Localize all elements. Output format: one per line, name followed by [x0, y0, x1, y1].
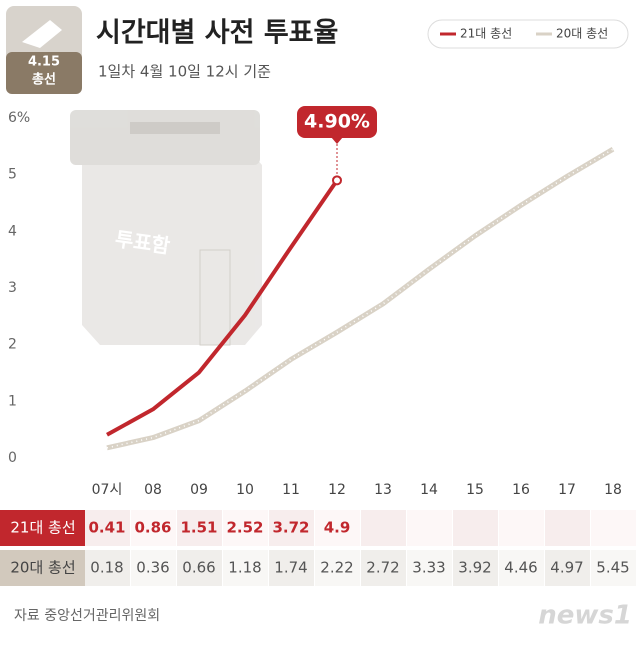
- end-point: [332, 175, 342, 186]
- series-line: [106, 147, 615, 451]
- y-tick-label: 2: [8, 337, 17, 353]
- ballot-slot: [130, 122, 220, 134]
- table-cell: [361, 550, 406, 586]
- table-value: 1.18: [228, 559, 261, 577]
- chart-title: 시간대별 사전 투표율: [96, 18, 338, 49]
- table-cell: [269, 510, 314, 546]
- table-cell: [85, 510, 130, 546]
- table-cell: [407, 510, 452, 546]
- table-value: 4.46: [504, 559, 537, 577]
- legend-box: [427, 19, 629, 49]
- table-value: 2.52: [226, 519, 263, 537]
- table-cell: [591, 550, 636, 586]
- table-cell: [315, 510, 360, 546]
- ballot-lid: [70, 110, 260, 165]
- table-value: 5.45: [596, 559, 629, 577]
- y-tick-label: 4: [8, 223, 17, 239]
- x-tick-label: 12: [328, 482, 346, 498]
- x-tick-label: 08: [144, 482, 162, 498]
- table-value: 0.66: [182, 559, 215, 577]
- y-tick-label: 6%: [8, 110, 30, 126]
- table-value: 2.22: [320, 559, 353, 577]
- legend-label: 21대 총선: [460, 27, 512, 41]
- ballot-door: [199, 249, 231, 346]
- table-row-label: 20대 총선: [10, 559, 75, 577]
- x-tick-label: 07시: [92, 482, 123, 498]
- badge-text: 총선: [32, 72, 56, 88]
- ballot-box: [82, 145, 262, 345]
- table-cell: [361, 510, 406, 546]
- x-tick-label: 14: [420, 482, 438, 498]
- table-value: 0.41: [88, 519, 125, 537]
- x-tick-label: 11: [282, 482, 300, 498]
- table-cell: [453, 550, 498, 586]
- x-tick-label: 18: [604, 482, 622, 498]
- x-tick-label: 13: [374, 482, 392, 498]
- illustration: 투표함: [70, 110, 262, 346]
- table-value: 4.97: [550, 559, 583, 577]
- x-tick-label: 16: [512, 482, 530, 498]
- y-tick-label: 0: [8, 450, 17, 466]
- table-value: 2.72: [366, 559, 399, 577]
- table-value: 1.51: [180, 519, 217, 537]
- table-row-label-bg: [0, 550, 86, 586]
- table-cell: [545, 510, 590, 546]
- annotation-box: [297, 106, 377, 138]
- table-cell: [499, 550, 544, 586]
- table-cell: [269, 550, 314, 586]
- badge: 4.15 총선: [6, 6, 82, 94]
- table-cell: [545, 550, 590, 586]
- x-tick-label: 17: [558, 482, 576, 498]
- table-cell: [177, 550, 222, 586]
- table-cell: [407, 550, 452, 586]
- table-value: 0.18: [90, 559, 123, 577]
- table-cell: [453, 510, 498, 546]
- series-line: [106, 179, 339, 437]
- y-tick-label: 3: [8, 280, 17, 296]
- table-value: 0.36: [136, 559, 169, 577]
- table-cell: [499, 510, 544, 546]
- table-value: 3.33: [412, 559, 445, 577]
- table-value: 3.92: [458, 559, 491, 577]
- table-cell: [315, 550, 360, 586]
- x-tick-label: 15: [466, 482, 484, 498]
- subtitle: 1일차 4월 10일 12시 기준: [98, 63, 271, 81]
- table-cell: [177, 510, 222, 546]
- y-tick-label: 5: [8, 167, 17, 183]
- badge-text: 4.15: [28, 55, 60, 70]
- table-cell: [223, 550, 268, 586]
- table-value: 4.9: [324, 519, 351, 537]
- y-tick-label: 1: [8, 393, 17, 409]
- table-value: 0.86: [134, 519, 171, 537]
- table-value: 1.74: [274, 559, 307, 577]
- badge-icon: [22, 20, 62, 48]
- table-row-label: 21대 총선: [10, 519, 75, 537]
- table-value: 3.72: [272, 519, 309, 537]
- logo: news1: [538, 601, 632, 631]
- table-cell: [131, 550, 176, 586]
- annotation: 4.90%: [304, 111, 370, 133]
- annotation-pointer: [331, 137, 343, 144]
- table-cell: [131, 510, 176, 546]
- source: 자료 중앙선거관리위원회: [14, 608, 160, 624]
- x-tick-label: 09: [190, 482, 208, 498]
- table-cell: [85, 550, 130, 586]
- legend-label: 20대 총선: [556, 27, 608, 41]
- table-cell: [223, 510, 268, 546]
- x-tick-label: 10: [236, 482, 254, 498]
- table-cell: [591, 510, 636, 546]
- table-row-label-bg: [0, 510, 86, 546]
- badge-bottom: [6, 52, 82, 94]
